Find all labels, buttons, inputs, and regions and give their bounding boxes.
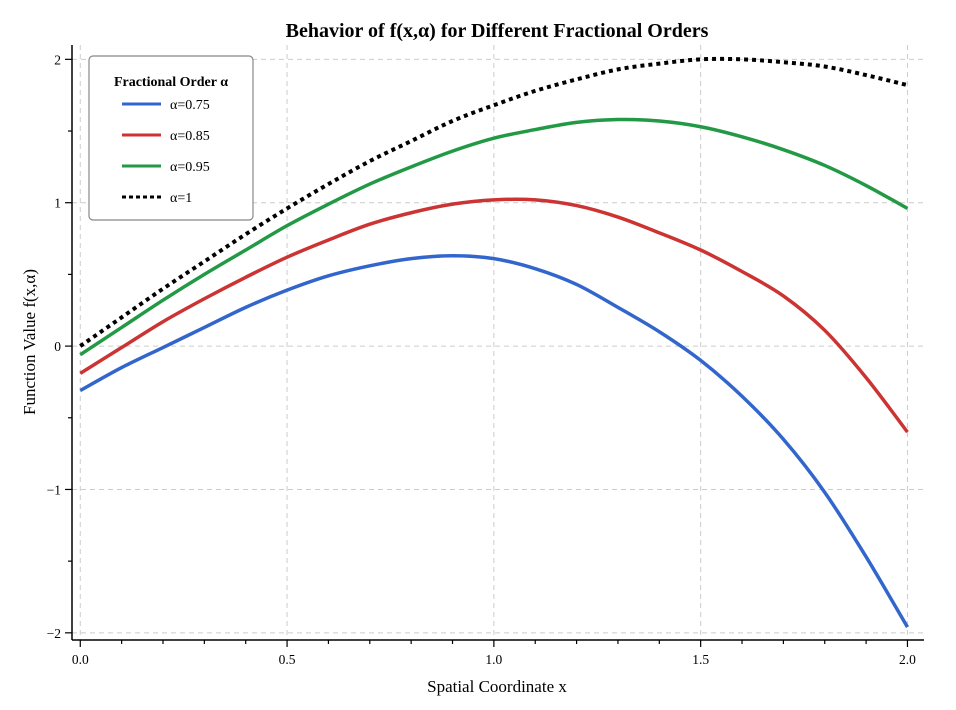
x-axis-label: Spatial Coordinate x [427,677,567,696]
legend-label-2: α=0.95 [170,160,210,175]
grid [72,45,924,640]
legend-items: α=0.75 α=0.85 α=0.95 α=1 [122,98,210,206]
legend-label-3: α=1 [170,191,192,206]
y-tick-label-0: −2 [47,626,61,641]
ticks: 0.0 0.5 1.0 1.5 2.0 −2 −1 0 1 2 [47,52,917,667]
y-axis-label: Function Value f(x,α) [20,269,39,415]
legend-label-0: α=0.75 [170,98,210,113]
series-line-0 [79,254,909,628]
series-line-3 [79,56,908,348]
y-tick-label-4: 2 [54,52,61,67]
x-tick-label-3: 1.5 [692,652,709,667]
legend: Fractional Order α α=0.75 α=0.85 α=0.95 α=1 [88,55,254,221]
y-tick-label-1: −1 [47,482,61,497]
y-tick-label-3: 1 [54,196,61,211]
chart-title: Behavior of f(x,α) for Different Fractio… [286,20,709,42]
series-lines [79,56,909,628]
axes [71,45,924,641]
x-tick-label-2: 1.0 [485,652,502,667]
y-tick-label-2: 0 [54,339,61,354]
x-tick-label-4: 2.0 [899,652,916,667]
series-line-2 [79,117,909,357]
x-tick-label-0: 0.0 [72,652,89,667]
series-line-1 [79,197,909,434]
x-tick-label-1: 0.5 [279,652,296,667]
legend-box [88,55,254,221]
legend-label-1: α=0.85 [170,129,210,144]
legend-title: Fractional Order α [114,75,228,90]
